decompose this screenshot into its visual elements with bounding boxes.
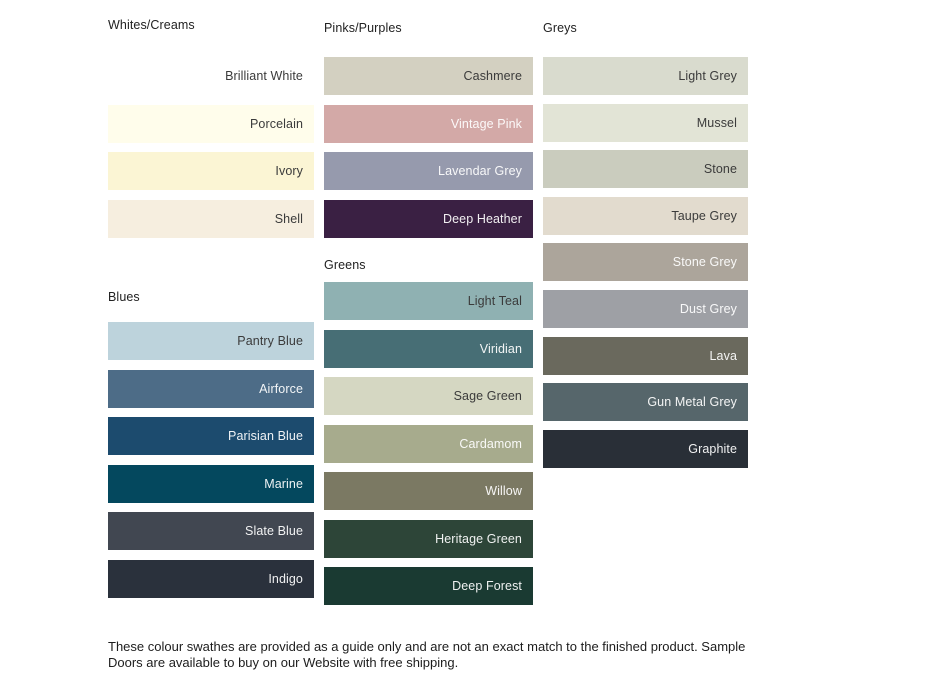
swatch-list: Light Grey Mussel Stone Taupe Grey Stone Gre… [543,57,748,468]
swatch-label: Stone [703,162,737,177]
swatch-label: Graphite [688,441,737,456]
swatch-label: Light Grey [678,69,737,83]
swatch-willow: Willow [324,472,533,510]
swatch-lava: Lava [543,336,748,375]
swatch-label: Parisian Blue [228,429,303,443]
swatch-parisian-blue: Parisian Blue [108,417,314,455]
swatch-label: Sage Green [453,389,522,403]
swatch-label: Shell [274,211,303,226]
swatch-label: Stone Grey [672,255,737,270]
swatch-graphite: Graphite [543,429,748,468]
swatch-label: Pantry Blue [237,334,303,348]
swatch-taupe-grey: Taupe Grey [543,196,748,235]
swatch-label: Deep Forest [452,579,522,593]
swatch-label: Willow [485,484,522,498]
swatch-label: Airforce [259,381,303,396]
swatch-label: Light Teal [467,294,522,308]
swatch-label: Lavendar Grey [438,164,522,178]
disclaimer-line-2: Doors are available to buy on our Websit… [108,655,459,670]
column-title-greens: Greens [324,258,366,272]
swatch-lavendar-grey: Lavendar Grey [324,152,533,190]
swatch-label: Brilliant White [225,69,303,83]
swatch-list: Light Teal Viridian Sage Green Cardamom Will… [324,282,533,605]
column-title-pinks-purples: Pinks/Purples [324,21,402,35]
swatch-label: Porcelain [249,116,303,131]
swatch-label: Deep Heather [442,211,522,226]
swatch-label: Slate Blue [245,524,303,538]
swatch-indigo: Indigo [108,559,314,598]
disclaimer-text: These colour swathes are provided as a g… [108,639,788,671]
swatch-list: Pantry Blue Airforce Parisian Blue Marine Sl… [108,322,314,598]
swatch-column-whites-creams: Whites/Creams Brilliant White Porcelain Ivo… [108,18,314,238]
column-title-whites-creams: Whites/Creams [108,18,195,32]
swatch-label: Vintage Pink [450,116,522,131]
swatch-pantry-blue: Pantry Blue [108,322,314,360]
swatch-light-grey: Light Grey [543,57,748,95]
swatch-label: Gun Metal Grey [647,395,737,410]
swatch-deep-forest: Deep Forest [324,567,533,605]
swatch-stone-grey: Stone Grey [543,243,748,282]
disclaimer-line-1: These colour swathes are provided as a g… [108,639,746,654]
swatch-list: Cashmere Vintage Pink Lavendar Grey Deep He… [324,57,533,238]
swatch-label: Heritage Green [435,531,522,546]
swatch-marine: Marine [108,464,314,503]
swatch-mussel: Mussel [543,103,748,142]
swatch-viridian: Viridian [324,329,533,368]
swatch-light-teal: Light Teal [324,282,533,320]
swatch-column-greys: Greys Light Grey Mussel Stone Taupe Grey Ston… [543,21,748,468]
swatch-heritage-green: Heritage Green [324,519,533,558]
swatch-cardamom: Cardamom [324,424,533,463]
swatch-label: Viridian [479,341,522,356]
swatch-column-greens: Greens Light Teal Viridian Sage Green Cardam… [324,258,533,605]
swatch-label: Cashmere [463,69,522,83]
swatch-label: Lava [709,348,737,363]
swatch-ivory: Ivory [108,152,314,190]
column-title-blues: Blues [108,290,140,304]
swatch-cashmere: Cashmere [324,57,533,95]
swatch-gun-metal-grey: Gun Metal Grey [543,383,748,422]
swatch-stone: Stone [543,150,748,189]
swatch-porcelain: Porcelain [108,104,314,143]
swatch-shell: Shell [108,199,314,238]
swatch-label: Ivory [275,164,303,178]
swatch-label: Mussel [696,115,737,130]
swatch-label: Cardamom [459,436,522,451]
swatch-label: Marine [264,476,303,491]
swatch-dust-grey: Dust Grey [543,289,748,328]
swatch-airforce: Airforce [108,369,314,408]
column-title-greys: Greys [543,21,577,35]
swatch-label: Taupe Grey [671,208,737,223]
swatch-sage-green: Sage Green [324,377,533,415]
swatch-brilliant-white: Brilliant White [108,57,314,95]
swatch-column-blues: Blues Pantry Blue Airforce Parisian Blue Mar… [108,290,314,598]
swatch-column-pinks-purples: Pinks/Purples Cashmere Vintage Pink Lavenda… [324,21,533,238]
swatch-label: Dust Grey [679,301,737,316]
swatch-vintage-pink: Vintage Pink [324,104,533,143]
swatch-slate-blue: Slate Blue [108,512,314,550]
swatch-list: Brilliant White Porcelain Ivory Shell [108,57,314,238]
swatch-deep-heather: Deep Heather [324,199,533,238]
swatch-label: Indigo [268,571,303,586]
